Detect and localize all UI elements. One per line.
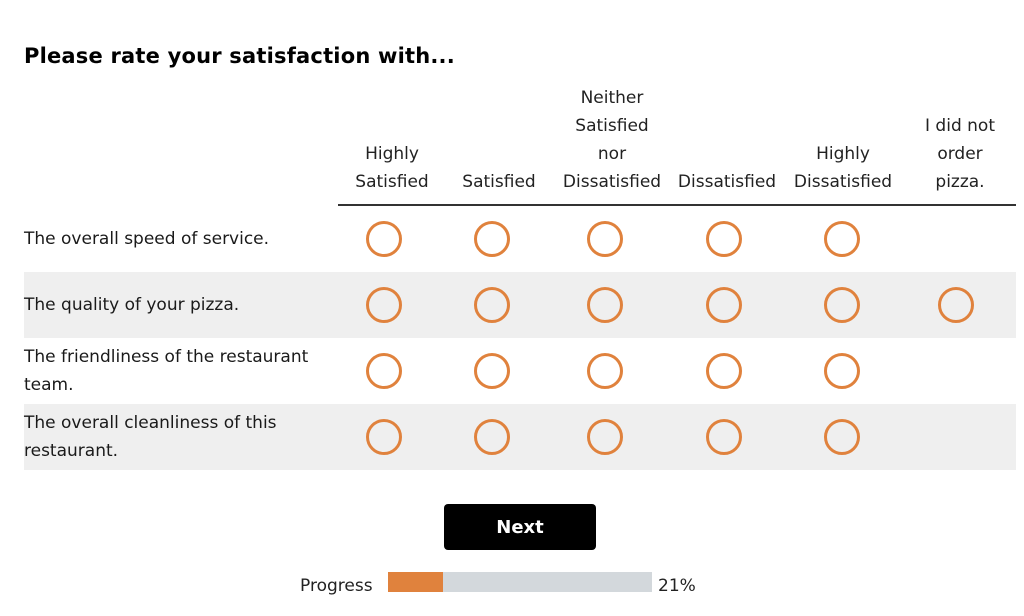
column-header-satisfied: Satisfied bbox=[462, 172, 536, 192]
column-header-highly-satisfied: Highly Satisfied bbox=[355, 144, 429, 192]
radio-speed-highly-dissatisfied[interactable] bbox=[824, 221, 860, 257]
radio-pizza-did-not-order[interactable] bbox=[938, 287, 974, 323]
column-header-did-not-order: I did not order pizza. bbox=[925, 116, 995, 192]
progress-bar bbox=[388, 572, 652, 592]
next-button[interactable]: Next bbox=[444, 504, 596, 550]
progress-bar-fill bbox=[388, 572, 444, 592]
progress-percent: 21% bbox=[658, 576, 696, 596]
radio-pizza-highly-satisfied[interactable] bbox=[366, 287, 402, 323]
radio-cleanliness-dissatisfied[interactable] bbox=[706, 419, 742, 455]
radio-cleanliness-satisfied[interactable] bbox=[474, 419, 510, 455]
matrix-row-speed: The overall speed of service. bbox=[24, 206, 1016, 272]
matrix-row-cleanliness: The overall cleanliness of this restaura… bbox=[24, 404, 1016, 470]
radio-friendliness-highly-satisfied[interactable] bbox=[366, 353, 402, 389]
radio-pizza-satisfied[interactable] bbox=[474, 287, 510, 323]
radio-speed-satisfied[interactable] bbox=[474, 221, 510, 257]
radio-cleanliness-highly-dissatisfied[interactable] bbox=[824, 419, 860, 455]
header-divider bbox=[338, 204, 1016, 206]
radio-speed-neither[interactable] bbox=[587, 221, 623, 257]
row-label: The friendliness of the restaurant team. bbox=[24, 347, 309, 395]
column-header-dissatisfied: Dissatisfied bbox=[677, 172, 777, 192]
radio-pizza-dissatisfied[interactable] bbox=[706, 287, 742, 323]
matrix-row-friendliness: The friendliness of the restaurant team. bbox=[24, 338, 1016, 404]
matrix-row-pizza-quality: The quality of your pizza. bbox=[24, 272, 1016, 338]
radio-friendliness-neither[interactable] bbox=[587, 353, 623, 389]
progress-label: Progress bbox=[300, 576, 373, 596]
radio-pizza-neither[interactable] bbox=[587, 287, 623, 323]
radio-friendliness-dissatisfied[interactable] bbox=[706, 353, 742, 389]
question-title: Please rate your satisfaction with... bbox=[24, 44, 455, 68]
row-label: The quality of your pizza. bbox=[24, 295, 240, 315]
radio-friendliness-highly-dissatisfied[interactable] bbox=[824, 353, 860, 389]
radio-cleanliness-highly-satisfied[interactable] bbox=[366, 419, 402, 455]
radio-friendliness-satisfied[interactable] bbox=[474, 353, 510, 389]
radio-cleanliness-neither[interactable] bbox=[587, 419, 623, 455]
radio-speed-dissatisfied[interactable] bbox=[706, 221, 742, 257]
rating-matrix: Highly Satisfied Satisfied Neither Satis… bbox=[24, 88, 1016, 470]
radio-speed-highly-satisfied[interactable] bbox=[366, 221, 402, 257]
row-label: The overall cleanliness of this restaura… bbox=[24, 413, 277, 461]
row-label: The overall speed of service. bbox=[24, 229, 270, 249]
column-header-neither: Neither Satisfied nor Dissatisfied bbox=[562, 88, 662, 192]
radio-pizza-highly-dissatisfied[interactable] bbox=[824, 287, 860, 323]
column-header-highly-dissatisfied: Highly Dissatisfied bbox=[793, 144, 893, 192]
matrix-header: Highly Satisfied Satisfied Neither Satis… bbox=[24, 88, 1016, 206]
